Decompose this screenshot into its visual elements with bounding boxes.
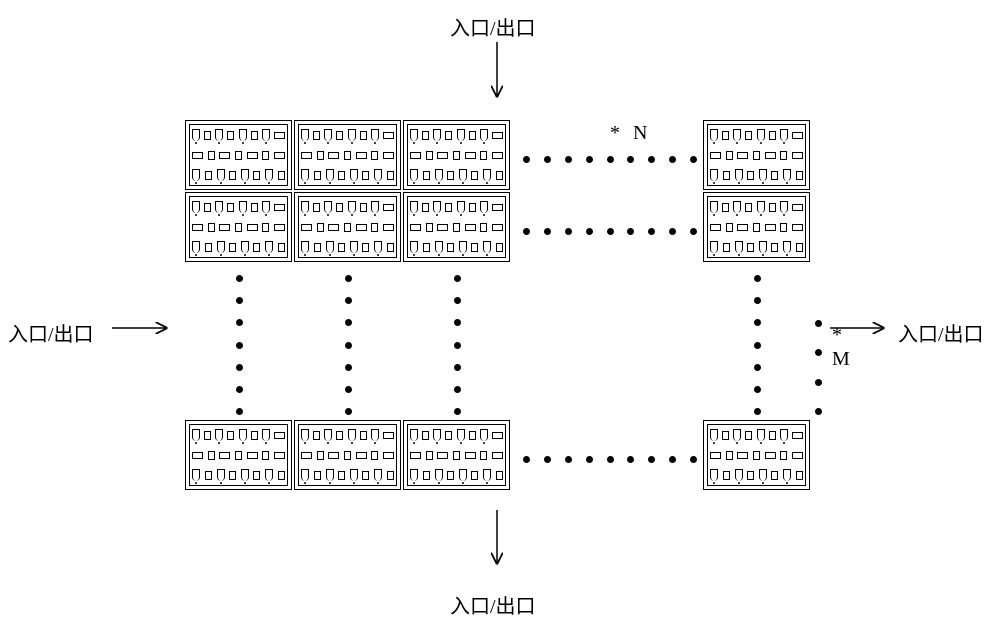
circuit-tile xyxy=(185,420,292,490)
ellipsis-dot xyxy=(454,386,461,393)
ellipsis-dot xyxy=(586,156,593,163)
ellipsis-dot xyxy=(754,342,761,349)
ellipsis-dot xyxy=(690,456,697,463)
circuit-tile xyxy=(294,192,401,262)
ellipsis-dot xyxy=(815,320,822,327)
ellipsis-dot xyxy=(586,228,593,235)
ellipsis-dot xyxy=(454,342,461,349)
circuit-tile xyxy=(703,192,810,262)
ellipsis-dot xyxy=(345,408,352,415)
ellipsis-dot xyxy=(586,456,593,463)
ellipsis-dot xyxy=(607,156,614,163)
ellipsis-dot xyxy=(454,408,461,415)
ellipsis-dot xyxy=(345,386,352,393)
ellipsis-dot xyxy=(754,386,761,393)
ellipsis-dot xyxy=(565,456,572,463)
circuit-tile xyxy=(703,420,810,490)
ellipsis-dot xyxy=(544,156,551,163)
circuit-tile xyxy=(185,192,292,262)
ellipsis-dot xyxy=(815,408,822,415)
ellipsis-dot xyxy=(345,364,352,371)
ellipsis-dot xyxy=(815,379,822,386)
circuit-tile xyxy=(403,120,510,190)
ellipsis-dot xyxy=(565,228,572,235)
ellipsis-dot xyxy=(523,156,530,163)
diagram-stage: 入口/出口 入口/出口 入口/出口 入口/出口 * N * M xyxy=(0,0,1000,628)
ellipsis-dot xyxy=(690,228,697,235)
ellipsis-dot xyxy=(345,275,352,282)
ellipsis-dot xyxy=(690,156,697,163)
circuit-tile xyxy=(703,120,810,190)
circuit-tile xyxy=(294,420,401,490)
ellipsis-dot xyxy=(754,408,761,415)
ellipsis-dot xyxy=(236,342,243,349)
ellipsis-dot xyxy=(236,386,243,393)
ellipsis-dot xyxy=(754,275,761,282)
ellipsis-dot xyxy=(523,228,530,235)
circuit-tile xyxy=(403,192,510,262)
ellipsis-dot xyxy=(523,456,530,463)
ellipsis-dot xyxy=(544,228,551,235)
ellipsis-dot xyxy=(454,275,461,282)
ellipsis-dot xyxy=(454,364,461,371)
circuit-tile xyxy=(403,420,510,490)
ellipsis-dot xyxy=(544,456,551,463)
ellipsis-dot xyxy=(236,408,243,415)
ellipsis-dot xyxy=(607,456,614,463)
circuit-tile xyxy=(185,120,292,190)
arrow-top xyxy=(0,0,1000,628)
ellipsis-dot xyxy=(565,156,572,163)
ellipsis-dot xyxy=(236,275,243,282)
circuit-tile xyxy=(294,120,401,190)
ellipsis-dot xyxy=(754,364,761,371)
ellipsis-dot xyxy=(607,228,614,235)
ellipsis-dot xyxy=(345,342,352,349)
ellipsis-dot xyxy=(236,364,243,371)
